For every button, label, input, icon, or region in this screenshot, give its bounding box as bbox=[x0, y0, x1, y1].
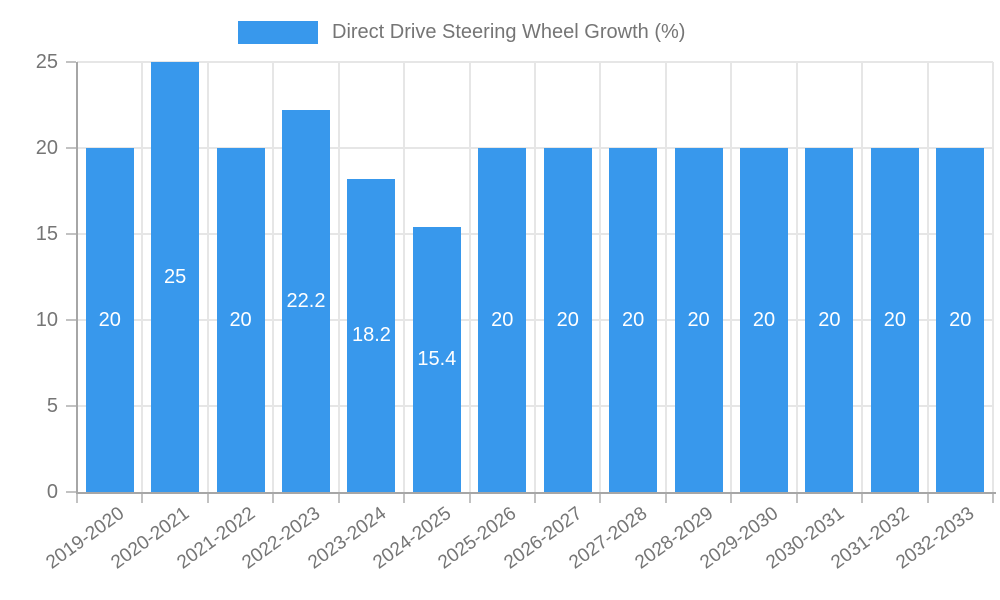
gridline-vertical bbox=[206, 62, 209, 492]
bar[interactable]: 20 bbox=[216, 148, 265, 492]
x-tick bbox=[403, 494, 406, 503]
x-tick bbox=[468, 494, 471, 503]
gridline-vertical bbox=[403, 62, 406, 492]
y-tick bbox=[66, 61, 76, 63]
bar[interactable]: 20 bbox=[543, 148, 592, 492]
bar[interactable]: 20 bbox=[478, 148, 527, 492]
bar-value-label: 25 bbox=[164, 265, 187, 288]
gridline-vertical bbox=[272, 62, 275, 492]
y-tick bbox=[66, 405, 76, 407]
gridline-vertical bbox=[730, 62, 733, 492]
y-tick-label: 15 bbox=[35, 223, 58, 245]
bar-value-label: 20 bbox=[98, 308, 121, 331]
gridline-vertical bbox=[861, 62, 864, 492]
legend-label: Direct Drive Steering Wheel Growth (%) bbox=[332, 20, 686, 43]
x-tick bbox=[141, 494, 144, 503]
x-tick bbox=[76, 494, 78, 503]
bar[interactable]: 20 bbox=[870, 148, 919, 492]
y-tick bbox=[66, 233, 76, 235]
gridline-vertical bbox=[926, 62, 929, 492]
y-tick-label: 0 bbox=[46, 481, 58, 503]
bar[interactable]: 18.2 bbox=[347, 178, 396, 492]
bar[interactable]: 20 bbox=[674, 148, 723, 492]
y-tick-label: 20 bbox=[35, 137, 58, 159]
x-tick bbox=[272, 494, 275, 503]
y-axis-line bbox=[76, 62, 78, 494]
gridline-vertical bbox=[795, 62, 798, 492]
bar-value-label: 20 bbox=[949, 308, 972, 331]
gridline-vertical bbox=[337, 62, 340, 492]
bar-value-label: 20 bbox=[752, 308, 776, 331]
gridline-vertical bbox=[468, 62, 471, 492]
y-tick bbox=[66, 147, 76, 149]
bar[interactable]: 25 bbox=[151, 62, 200, 492]
legend[interactable]: Direct Drive Steering Wheel Growth (%) bbox=[238, 16, 685, 48]
x-tick bbox=[664, 494, 667, 503]
y-tick bbox=[66, 491, 76, 493]
bar-value-label: 20 bbox=[687, 308, 710, 331]
bar-value-label: 22.2 bbox=[286, 289, 326, 312]
x-tick bbox=[534, 494, 536, 503]
bar-value-label: 15.4 bbox=[417, 348, 457, 371]
y-tick-label: 25 bbox=[35, 51, 58, 73]
legend-swatch bbox=[238, 20, 318, 44]
bar[interactable]: 22.2 bbox=[282, 110, 330, 492]
bar[interactable]: 20 bbox=[85, 148, 134, 492]
x-tick bbox=[730, 494, 733, 503]
x-tick bbox=[795, 494, 798, 503]
bar-value-label: 18.2 bbox=[351, 323, 391, 346]
bar-value-label: 20 bbox=[556, 308, 579, 331]
bar-value-label: 20 bbox=[229, 308, 252, 331]
x-tick bbox=[861, 494, 864, 503]
bar[interactable]: 20 bbox=[805, 148, 854, 492]
bar[interactable]: 20 bbox=[609, 148, 658, 492]
x-tick bbox=[926, 494, 929, 503]
bar-value-label: 20 bbox=[622, 308, 645, 331]
gridline-vertical bbox=[664, 62, 667, 492]
x-tick bbox=[992, 494, 994, 503]
x-axis-line bbox=[76, 492, 996, 494]
y-tick-label: 5 bbox=[46, 395, 58, 417]
x-tick bbox=[337, 494, 340, 503]
gridline-vertical bbox=[534, 62, 536, 492]
y-tick-label: 10 bbox=[35, 309, 58, 331]
bar[interactable]: 15.4 bbox=[412, 227, 461, 492]
x-tick bbox=[206, 494, 209, 503]
bar[interactable]: 20 bbox=[936, 148, 985, 492]
bar-value-label: 20 bbox=[818, 308, 841, 331]
y-tick bbox=[66, 319, 76, 321]
x-tick bbox=[599, 494, 602, 503]
gridline-vertical bbox=[141, 62, 144, 492]
gridline-vertical bbox=[992, 62, 994, 492]
bar[interactable]: 20 bbox=[740, 148, 788, 492]
bar-value-label: 20 bbox=[491, 308, 514, 331]
gridline-vertical bbox=[599, 62, 602, 492]
bar-value-label: 20 bbox=[883, 308, 906, 331]
